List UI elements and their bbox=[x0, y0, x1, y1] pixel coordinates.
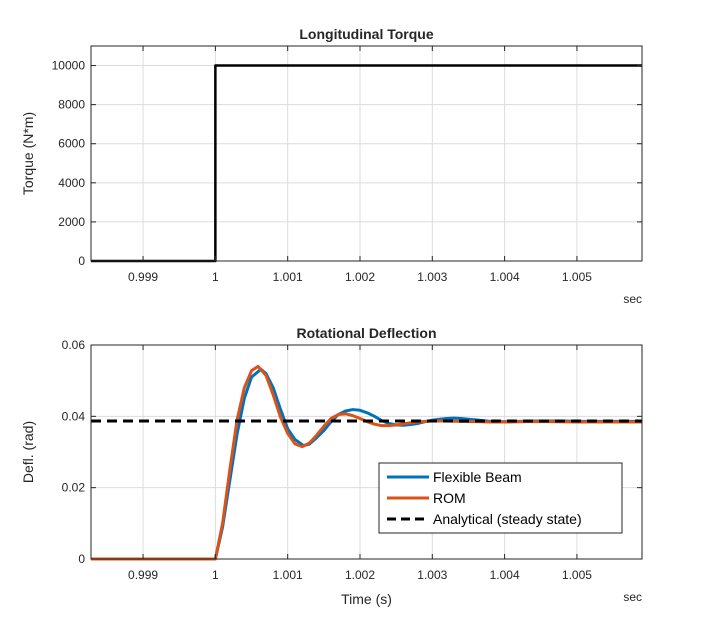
torque-x-tick-label: 1.004 bbox=[490, 270, 520, 284]
torque-y-tick-label: 10000 bbox=[52, 59, 86, 73]
torque-x-tick-label: 0.999 bbox=[128, 270, 158, 284]
deflection-x-tick-label: 1 bbox=[212, 568, 219, 582]
deflection-series bbox=[91, 364, 642, 561]
deflection-x-tick-label: 1.002 bbox=[345, 568, 375, 582]
torque-grid bbox=[91, 46, 642, 262]
legend-label-analytical: Analytical (steady state) bbox=[433, 511, 582, 527]
torque-ticks: 0.999 1 1.001 1.002 1.003 1.004 1.005 0 2000 4000… bbox=[52, 46, 642, 284]
legend-label-flexible-beam: Flexible Beam bbox=[433, 469, 522, 485]
torque-x-tick-label: 1.003 bbox=[417, 270, 447, 284]
deflection-xlabel: Time (s) bbox=[341, 591, 392, 607]
deflection-x-tick-label: 1.004 bbox=[490, 568, 520, 582]
torque-x-tick-label: 1.002 bbox=[345, 270, 375, 284]
torque-ylabel: Torque (N*m) bbox=[20, 112, 36, 195]
deflection-x-unit-label: sec bbox=[623, 590, 642, 604]
deflection-title: Rotational Deflection bbox=[296, 325, 436, 341]
deflection-ticks: 0.999 1 1.001 1.002 1.003 1.004 1.005 0 0.02 0.04… bbox=[62, 338, 642, 582]
deflection-x-tick-label: 1.005 bbox=[562, 568, 592, 582]
deflection-x-tick-label: 1.003 bbox=[417, 568, 447, 582]
torque-x-unit-label: sec bbox=[623, 292, 642, 306]
legend: Flexible Beam ROM Analytical (steady sta… bbox=[378, 462, 623, 534]
deflection-y-tick-label: 0.06 bbox=[62, 338, 86, 352]
torque-plot-area bbox=[91, 46, 642, 261]
torque-x-tick-label: 1.001 bbox=[273, 270, 303, 284]
deflection-ylabel: Defl. (rad) bbox=[20, 421, 36, 483]
torque-title: Longitudinal Torque bbox=[299, 26, 433, 42]
torque-y-tick-label: 4000 bbox=[58, 176, 85, 190]
torque-x-tick-label: 1.005 bbox=[562, 270, 592, 284]
legend-label-rom: ROM bbox=[433, 490, 466, 506]
torque-y-tick-label: 2000 bbox=[58, 215, 85, 229]
deflection-axes-frame bbox=[90, 344, 643, 560]
torque-y-tick-label: 6000 bbox=[58, 137, 85, 151]
torque-plot: 0.999 1 1.001 1.002 1.003 1.004 1.005 0 2000 4000… bbox=[20, 26, 643, 306]
torque-x-tick-label: 1 bbox=[212, 270, 219, 284]
deflection-plot: 0.999 1 1.001 1.002 1.003 1.004 1.005 0 0.02 0.04… bbox=[20, 325, 643, 607]
torque-axes-frame bbox=[90, 45, 643, 262]
deflection-y-tick-label: 0.04 bbox=[62, 409, 86, 423]
torque-y-tick-label: 8000 bbox=[58, 98, 85, 112]
deflection-x-tick-label: 0.999 bbox=[128, 568, 158, 582]
torque-y-tick-label: 0 bbox=[78, 254, 85, 268]
deflection-y-tick-label: 0 bbox=[78, 552, 85, 566]
deflection-y-tick-label: 0.02 bbox=[62, 481, 86, 495]
deflection-x-tick-label: 1.001 bbox=[273, 568, 303, 582]
